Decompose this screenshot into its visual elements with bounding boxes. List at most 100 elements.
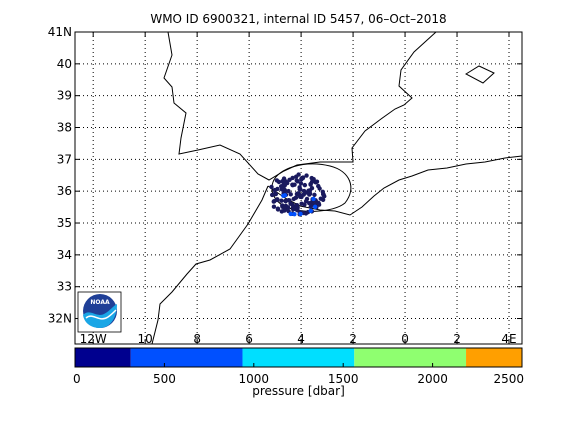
colorbar: 0 500 1000 1500 2000 2500 [73, 347, 524, 386]
float-position-marker [286, 188, 291, 194]
float-position-marker [304, 173, 309, 178]
lat-tick-marks: 32N 33 34 35 36 37 38 39 40 41N [48, 25, 522, 326]
lon-tick-label: 8 [193, 332, 201, 346]
lat-tick-label: 32N [48, 312, 72, 326]
lon-tick-label: 0 [401, 332, 409, 346]
float-position-marker [295, 192, 301, 197]
float-position-marker [288, 201, 293, 206]
float-position-marker [298, 211, 303, 217]
colorbar-tick-label: 1000 [239, 372, 270, 386]
colorbar-segment [75, 348, 131, 367]
coastline-africa-north [267, 155, 523, 216]
float-position-marker [287, 198, 292, 203]
float-position-marker [322, 194, 327, 199]
float-position-marker [288, 211, 293, 217]
colorbar-tick-label: 2000 [417, 372, 448, 386]
float-position-marker [314, 179, 320, 184]
lon-tick-label: 2 [349, 332, 357, 346]
float-position-marker [269, 184, 274, 190]
lat-tick-label: 34 [57, 248, 72, 262]
float-position-marker [316, 183, 321, 189]
coastline-africa [151, 185, 269, 345]
lat-tick-label: 35 [57, 216, 72, 230]
map-area: 32N 33 34 35 36 37 38 39 40 41N 12W 10 8 6 4 2 0 2 4E NOA… [48, 25, 523, 346]
colorbar-label: pressure [dbar] [252, 384, 345, 398]
float-position-marker [320, 189, 325, 194]
float-position-marker [275, 186, 280, 192]
lon-tick-marks: 12W 10 8 6 4 2 0 2 4E [80, 32, 517, 346]
float-position-marker [290, 182, 295, 187]
float-position-marker [294, 204, 299, 210]
colorbar-frame [74, 347, 523, 368]
noaa-logo-wave [83, 304, 117, 328]
colorbar-segment [242, 348, 355, 367]
colorbar-ticks: 0 500 1000 1500 2000 2500 [73, 363, 524, 386]
float-position-marker [302, 182, 308, 188]
plot-title: WMO ID 6900321, internal ID 5457, 06–Oct… [150, 12, 447, 26]
float-position-marker [311, 196, 316, 202]
lat-tick-label: 33 [57, 280, 72, 294]
float-position-marker [301, 192, 306, 197]
float-position-marker [274, 178, 280, 183]
colorbar-tick-label: 1500 [328, 372, 359, 386]
float-position-marker [283, 198, 288, 204]
float-position-marker [299, 176, 304, 182]
noaa-logo: NOAA [77, 291, 122, 333]
float-position-marker [296, 172, 301, 177]
float-position-marker [288, 192, 293, 197]
float-position-marker [275, 197, 280, 202]
float-position-marker [303, 211, 309, 216]
float-position-marker [309, 179, 315, 185]
float-position-marker [271, 204, 277, 209]
float-position-marker [297, 187, 302, 192]
float-position-marker [283, 181, 288, 186]
colorbar-segment [466, 348, 522, 367]
float-position-marker [275, 206, 281, 211]
noaa-logo-gull [85, 309, 117, 320]
float-position-marker [308, 208, 313, 214]
coastline-iberia [163, 31, 437, 181]
float-position-marker [294, 178, 299, 183]
float-position-marker [282, 193, 288, 198]
float-position-marker [309, 202, 315, 207]
float-position-marker [312, 204, 318, 209]
lat-tick-label: 37 [57, 152, 72, 166]
lat-tick-label: 36 [57, 184, 72, 198]
float-position-marker [309, 185, 315, 191]
float-position-marker [290, 175, 295, 181]
lat-tick-label: 40 [57, 57, 72, 71]
float-position-marker [301, 188, 307, 194]
float-position-marker [306, 188, 311, 193]
lon-tick-label: 6 [245, 332, 253, 346]
float-position-marker [313, 201, 319, 206]
float-position-marker [273, 191, 278, 197]
float-position-marker [302, 202, 307, 207]
float-position-marker [312, 192, 317, 198]
float-position-marker [279, 186, 285, 191]
float-position-marker [298, 181, 304, 186]
float-position-marker [279, 198, 284, 203]
lon-tick-label: 10 [138, 332, 153, 346]
float-position-marker [320, 197, 326, 202]
coastline-island [464, 65, 495, 84]
colorbar-segment [130, 348, 243, 367]
lat-tick-label: 39 [57, 89, 72, 103]
float-position-marker [290, 205, 296, 210]
float-position-marker [304, 196, 310, 202]
lon-tick-label: 4E [501, 332, 516, 346]
noaa-logo-text: NOAA [90, 299, 110, 306]
colorbar-segments [75, 348, 522, 367]
lat-tick-label: 38 [57, 121, 72, 135]
lon-tick-label: 4 [297, 332, 305, 346]
float-position-marker [292, 212, 297, 217]
colorbar-tick-label: 500 [153, 372, 176, 386]
lat-tick-label: 41N [48, 25, 72, 39]
grid-lines [75, 31, 522, 344]
colorbar-segment [354, 348, 467, 367]
float-position-marker [293, 195, 299, 200]
float-position-marker [271, 199, 276, 204]
lon-tick-label: 2 [453, 332, 461, 346]
colorbar-tick-label: 0 [73, 372, 81, 386]
float-position-marker [282, 206, 287, 211]
